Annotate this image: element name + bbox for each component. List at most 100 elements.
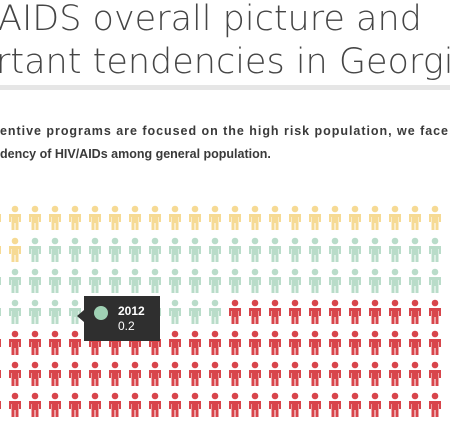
- person-icon: [69, 268, 81, 293]
- person-icon: [209, 237, 221, 262]
- person-icon: [9, 205, 21, 230]
- person-icon: [369, 299, 381, 324]
- title-line: AIDS overall picture and: [0, 0, 422, 39]
- person-icon: [89, 392, 101, 417]
- person-icon: [149, 361, 161, 386]
- tooltip-value: 0.2: [118, 319, 135, 333]
- person-icon: [109, 392, 121, 417]
- person-icon: [169, 361, 181, 386]
- person-icon: [349, 268, 361, 293]
- person-icon: [269, 268, 281, 293]
- person-icon: [409, 392, 421, 417]
- person-icon: [249, 299, 261, 324]
- person-icon: [109, 361, 121, 386]
- person-icon: [229, 237, 241, 262]
- person-icon: [309, 268, 321, 293]
- person-icon: [389, 330, 401, 355]
- person-icon: [209, 299, 221, 324]
- person-icon: [109, 268, 121, 293]
- person-icon: [129, 205, 141, 230]
- person-icon: [309, 361, 321, 386]
- person-icon: [9, 361, 21, 386]
- person-icon: [189, 205, 201, 230]
- person-icon: [429, 361, 441, 386]
- person-icon: [249, 330, 261, 355]
- person-icon: [309, 392, 321, 417]
- person-icon: [229, 205, 241, 230]
- person-icon: [409, 205, 421, 230]
- person-icon: [389, 299, 401, 324]
- person-icon: [29, 392, 41, 417]
- person-icon: [389, 361, 401, 386]
- person-icon: [189, 361, 201, 386]
- person-icon: [49, 392, 61, 417]
- pictograph: [0, 205, 441, 417]
- tooltip-label: 2012: [118, 304, 145, 318]
- person-icon: [329, 361, 341, 386]
- person-icon: [229, 299, 241, 324]
- person-icon: [149, 392, 161, 417]
- person-icon: [229, 361, 241, 386]
- person-icon: [369, 205, 381, 230]
- person-icon: [229, 392, 241, 417]
- person-icon: [29, 268, 41, 293]
- person-icon: [369, 392, 381, 417]
- person-icon: [389, 205, 401, 230]
- person-icon: [369, 330, 381, 355]
- person-icon: [9, 299, 21, 324]
- person-icon: [329, 330, 341, 355]
- person-icon: [169, 268, 181, 293]
- person-icon: [129, 268, 141, 293]
- person-icon: [109, 237, 121, 262]
- person-icon: [189, 392, 201, 417]
- person-icon: [289, 392, 301, 417]
- person-icon: [329, 205, 341, 230]
- person-icon: [209, 268, 221, 293]
- person-icon: [9, 268, 21, 293]
- person-icon: [329, 392, 341, 417]
- person-icon: [169, 205, 181, 230]
- person-icon: [429, 392, 441, 417]
- person-icon: [49, 237, 61, 262]
- person-icon: [89, 237, 101, 262]
- person-icon: [249, 268, 261, 293]
- person-icon: [209, 361, 221, 386]
- person-icon: [409, 330, 421, 355]
- person-icon: [29, 299, 41, 324]
- person-icon: [29, 237, 41, 262]
- person-icon: [189, 330, 201, 355]
- person-icon: [9, 392, 21, 417]
- person-icon: [29, 330, 41, 355]
- person-icon: [69, 330, 81, 355]
- person-icon: [169, 392, 181, 417]
- paragraph-line: entive programs are focused on the high …: [0, 124, 448, 138]
- person-icon: [49, 361, 61, 386]
- person-icon: [269, 237, 281, 262]
- person-icon: [89, 205, 101, 230]
- person-icon: [349, 237, 361, 262]
- person-icon: [49, 268, 61, 293]
- person-icon: [409, 299, 421, 324]
- person-icon: [429, 237, 441, 262]
- person-icon: [129, 237, 141, 262]
- person-icon: [389, 268, 401, 293]
- person-icon: [269, 330, 281, 355]
- person-icon: [0, 401, 1, 409]
- person-icon: [389, 392, 401, 417]
- person-icon: [289, 237, 301, 262]
- person-icon: [189, 237, 201, 262]
- person-icon: [349, 361, 361, 386]
- person-icon: [369, 268, 381, 293]
- person-icon: [0, 308, 1, 316]
- person-icon: [69, 392, 81, 417]
- person-icon: [29, 205, 41, 230]
- person-icon: [329, 268, 341, 293]
- person-icon: [429, 299, 441, 324]
- person-icon: [189, 299, 201, 324]
- person-icon: [0, 246, 1, 254]
- tooltip: 2012 0.2: [77, 296, 160, 341]
- person-icon: [309, 299, 321, 324]
- person-icon: [289, 205, 301, 230]
- person-icon: [189, 268, 201, 293]
